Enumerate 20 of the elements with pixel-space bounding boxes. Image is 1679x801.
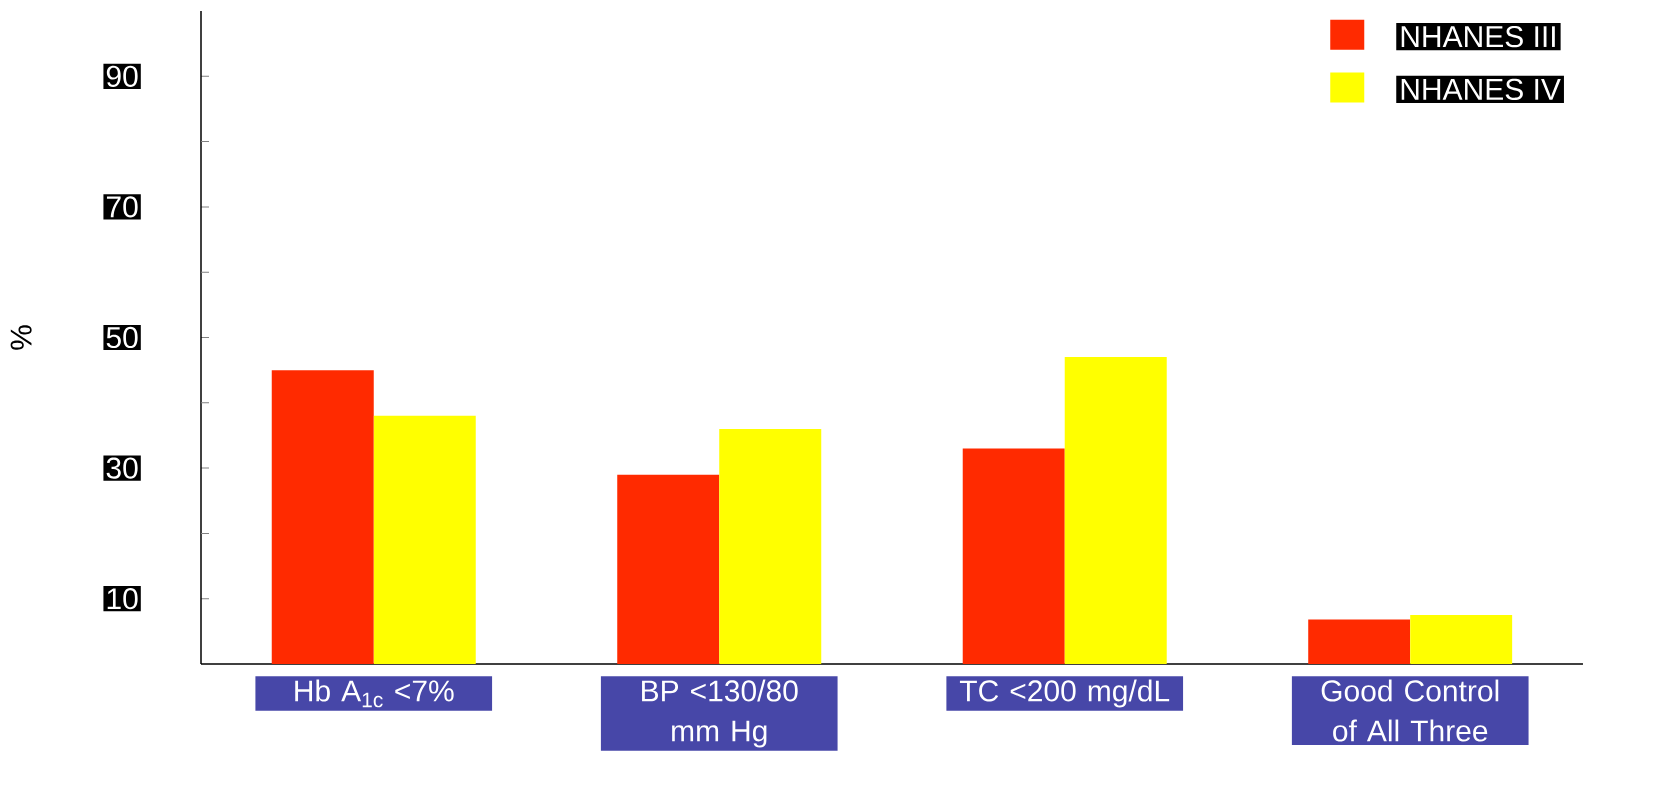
y-tick-label: 90 bbox=[106, 65, 138, 87]
x-tick-label: TC <200 mg/dL bbox=[959, 679, 1170, 708]
x-tick-label: BP <130/80 mm Hg bbox=[642, 679, 798, 748]
y-tick-label: 10 bbox=[107, 588, 138, 610]
bar bbox=[719, 428, 822, 664]
y-tick-label: 70 bbox=[106, 196, 138, 218]
legend-label: NHANES IV bbox=[1401, 78, 1561, 100]
bar bbox=[1410, 615, 1513, 664]
legend-label: NHANES III bbox=[1401, 25, 1555, 48]
bar bbox=[271, 370, 374, 664]
bar bbox=[1308, 619, 1411, 664]
y-tick-label: 30 bbox=[106, 457, 138, 479]
y-tick-label: 50 bbox=[106, 326, 138, 349]
bar bbox=[1064, 357, 1167, 664]
x-tick-label: Hb A$_{1c}$ <7% bbox=[295, 679, 454, 708]
y-axis-title: % bbox=[10, 325, 32, 350]
bar bbox=[617, 474, 720, 664]
bar bbox=[962, 448, 1065, 664]
x-tick-label: Good Control of All Three bbox=[1321, 679, 1499, 742]
bar bbox=[373, 415, 476, 664]
